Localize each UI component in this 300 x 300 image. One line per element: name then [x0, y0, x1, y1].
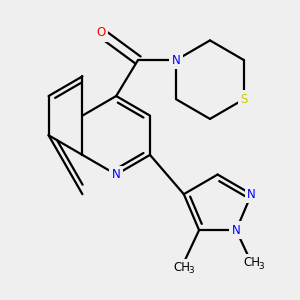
Text: 3: 3: [259, 262, 264, 271]
Text: O: O: [96, 26, 106, 39]
Text: S: S: [240, 93, 247, 106]
Text: N: N: [247, 188, 256, 201]
Text: CH: CH: [173, 261, 190, 274]
Text: 3: 3: [189, 266, 194, 275]
Text: N: N: [112, 168, 121, 181]
Text: CH: CH: [243, 256, 260, 269]
Text: N: N: [172, 53, 181, 67]
Text: N: N: [232, 224, 241, 237]
